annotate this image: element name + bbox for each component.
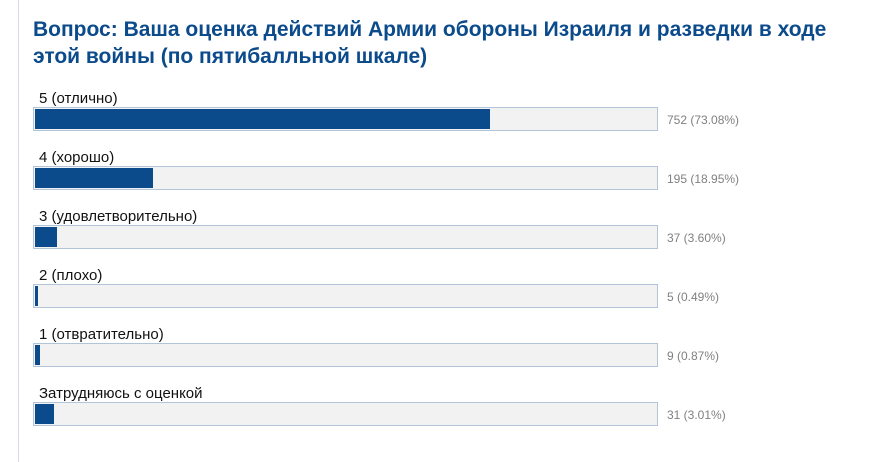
poll-results: Вопрос: Ваша оценка действий Армии оборо… bbox=[33, 16, 853, 444]
option-label: 1 (отвратительно) bbox=[39, 326, 164, 343]
result-bar-fill bbox=[35, 109, 490, 129]
result-bar-track bbox=[33, 402, 658, 426]
poll-option-5: 5 (отлично) 752 (73.08%) bbox=[33, 90, 853, 149]
result-bar-track bbox=[33, 107, 658, 131]
poll-options: 5 (отлично) 752 (73.08%) 4 (хорошо) 195 … bbox=[33, 90, 853, 444]
option-result: 752 (73.08%) bbox=[667, 113, 740, 127]
poll-option-4: 4 (хорошо) 195 (18.95%) bbox=[33, 149, 853, 208]
result-bar-track bbox=[33, 284, 658, 308]
option-label: 3 (удовлетворительно) bbox=[39, 208, 198, 225]
result-bar-track bbox=[33, 166, 658, 190]
result-bar-track bbox=[33, 343, 658, 367]
left-divider bbox=[18, 0, 19, 462]
result-bar-fill bbox=[35, 168, 153, 188]
result-bar-fill bbox=[35, 286, 38, 306]
poll-option-3: 3 (удовлетворительно) 37 (3.60%) bbox=[33, 208, 853, 267]
option-label: 2 (плохо) bbox=[39, 267, 103, 284]
result-bar-fill bbox=[35, 404, 54, 424]
option-result: 37 (3.60%) bbox=[667, 231, 726, 245]
result-bar-fill bbox=[35, 227, 57, 247]
option-label: 5 (отлично) bbox=[39, 90, 118, 107]
poll-question: Вопрос: Ваша оценка действий Армии оборо… bbox=[33, 18, 827, 68]
poll-option-1: 1 (отвратительно) 9 (0.87%) bbox=[33, 326, 853, 385]
option-label: 4 (хорошо) bbox=[39, 149, 115, 166]
option-result: 31 (3.01%) bbox=[667, 408, 726, 422]
poll-option-2: 2 (плохо) 5 (0.49%) bbox=[33, 267, 853, 326]
option-label: Затрудняюсь с оценкой bbox=[39, 385, 203, 402]
poll-option-undecided: Затрудняюсь с оценкой 31 (3.01%) bbox=[33, 385, 853, 444]
result-bar-track bbox=[33, 225, 658, 249]
result-bar-fill bbox=[35, 345, 40, 365]
option-result: 195 (18.95%) bbox=[667, 172, 740, 186]
option-result: 5 (0.49%) bbox=[667, 290, 720, 304]
option-result: 9 (0.87%) bbox=[667, 349, 720, 363]
